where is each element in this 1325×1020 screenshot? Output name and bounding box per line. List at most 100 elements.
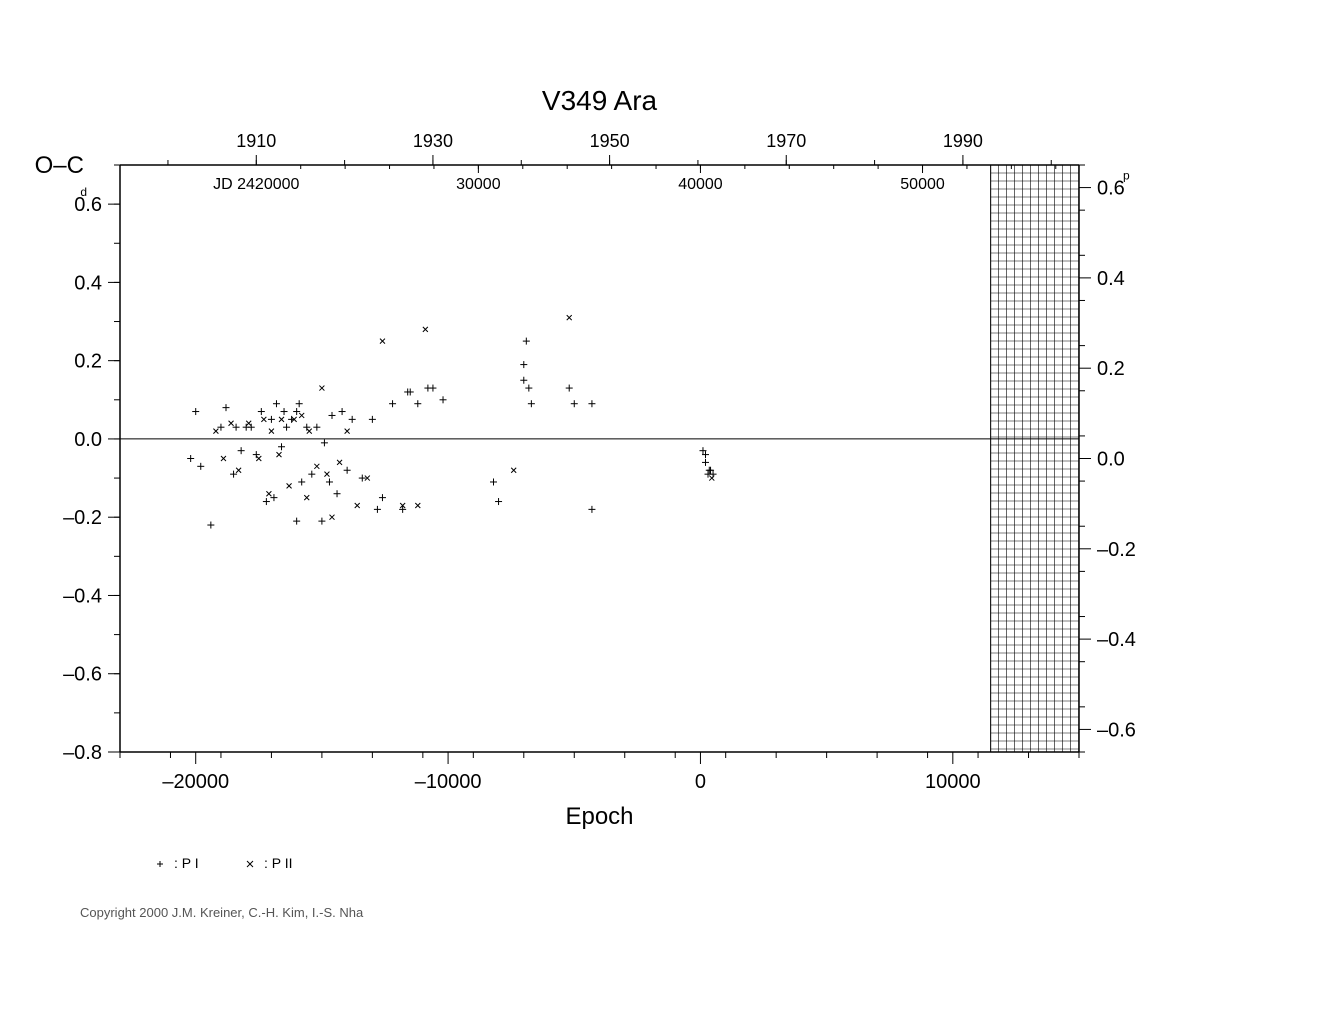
marker-plus <box>571 400 578 407</box>
marker-plus <box>374 506 381 513</box>
chart-container: V349 Ara 1910 1930 1950 1970 1990 JD 2420000 30… <box>0 0 1325 1020</box>
marker-plus <box>321 439 328 446</box>
marker-plus <box>523 338 530 345</box>
marker-plus <box>339 408 346 415</box>
year-tick-label: 1970 <box>766 131 806 151</box>
y-left-tick-label: –0.6 <box>63 664 102 686</box>
marker-plus <box>283 424 290 431</box>
marker-plus <box>233 424 240 431</box>
hatched-region <box>991 165 1079 752</box>
marker-x <box>246 421 251 426</box>
marker-plus <box>588 506 595 513</box>
y-left-tick-label: –0.4 <box>63 585 102 607</box>
y-right-tick-label: –0.4 <box>1097 629 1136 651</box>
marker-x <box>304 495 309 500</box>
y-right-unit: p <box>1123 169 1130 183</box>
marker-plus <box>702 459 709 466</box>
marker-plus <box>528 400 535 407</box>
marker-plus <box>369 416 376 423</box>
marker-plus <box>588 400 595 407</box>
y-left-tick-label: 0.0 <box>74 429 102 451</box>
marker-plus <box>238 447 245 454</box>
marker-x <box>236 468 241 473</box>
marker-x <box>380 339 385 344</box>
year-tick-label: 1910 <box>236 131 276 151</box>
marker-plus <box>222 404 229 411</box>
marker-x <box>567 315 572 320</box>
legend-label: : P I <box>174 855 199 871</box>
marker-plus <box>520 377 527 384</box>
y-left-tick-label: 0.2 <box>74 351 102 373</box>
marker-plus <box>379 494 386 501</box>
marker-x <box>355 503 360 508</box>
marker-plus <box>326 478 333 485</box>
y-left-unit: d <box>80 185 87 199</box>
y-right-tick-label: –0.6 <box>1097 719 1136 741</box>
marker-plus <box>313 424 320 431</box>
marker-x <box>324 472 329 477</box>
marker-x <box>213 429 218 434</box>
x-tick-label: –10000 <box>415 771 482 793</box>
x-tick-label: 0 <box>695 771 706 793</box>
marker-plus <box>281 408 288 415</box>
copyright-text: Copyright 2000 J.M. Kreiner, C.-H. Kim, … <box>80 905 363 920</box>
marker-plus <box>389 400 396 407</box>
year-tick-label: 1930 <box>413 131 453 151</box>
y-left-tick-label: 0.4 <box>74 272 102 294</box>
marker-plus <box>230 471 237 478</box>
marker-plus <box>217 424 224 431</box>
marker-x <box>307 429 312 434</box>
marker-x <box>279 417 284 422</box>
x-axis-label: Epoch <box>565 803 633 830</box>
year-tick-label: 1990 <box>943 131 983 151</box>
jd-tick-label: 50000 <box>900 176 945 193</box>
marker-x <box>256 456 261 461</box>
marker-plus <box>270 494 277 501</box>
marker-plus <box>293 408 300 415</box>
year-tick-label: 1950 <box>590 131 630 151</box>
marker-x <box>345 429 350 434</box>
legend: : P I: P II <box>157 855 293 871</box>
marker-x <box>329 515 334 520</box>
marker-plus <box>298 478 305 485</box>
jd-tick-label: 30000 <box>456 176 501 193</box>
marker-plus <box>520 361 527 368</box>
marker-plus <box>253 451 260 458</box>
jd-tick-label: 40000 <box>678 176 723 193</box>
marker-plus <box>429 385 436 392</box>
marker-plus <box>268 416 275 423</box>
y-right-tick-label: 0.4 <box>1097 268 1125 290</box>
marker-x <box>709 476 714 481</box>
marker-plus <box>566 385 573 392</box>
marker-x <box>266 491 271 496</box>
marker-plus <box>263 498 270 505</box>
y-left-tick-label: –0.8 <box>63 742 102 764</box>
marker-x <box>423 327 428 332</box>
marker-plus <box>273 400 280 407</box>
marker-plus <box>349 416 356 423</box>
chart-title: V349 Ara <box>542 85 658 116</box>
marker-plus <box>495 498 502 505</box>
marker-x <box>314 464 319 469</box>
marker-x <box>511 468 516 473</box>
marker-plus <box>187 455 194 462</box>
y-right-tick-label: 0.6 <box>1097 178 1125 200</box>
marker-x <box>287 483 292 488</box>
marker-x <box>269 429 274 434</box>
marker-plus <box>192 408 199 415</box>
marker-plus <box>308 471 315 478</box>
jd-prefix-label: JD 2420000 <box>213 176 299 193</box>
marker-x <box>229 421 234 426</box>
marker-plus <box>344 467 351 474</box>
marker-plus <box>296 400 303 407</box>
y-right-tick-label: 0.2 <box>1097 358 1125 380</box>
y-left-tick-label: 0.6 <box>74 194 102 216</box>
marker-x <box>337 460 342 465</box>
marker-x <box>415 503 420 508</box>
marker-x <box>299 413 304 418</box>
marker-plus <box>278 443 285 450</box>
marker-plus <box>334 490 341 497</box>
oc-scatter-plot: V349 Ara 1910 1930 1950 1970 1990 JD 2420000 30… <box>0 0 1325 1020</box>
marker-x <box>319 386 324 391</box>
marker-plus <box>293 518 300 525</box>
